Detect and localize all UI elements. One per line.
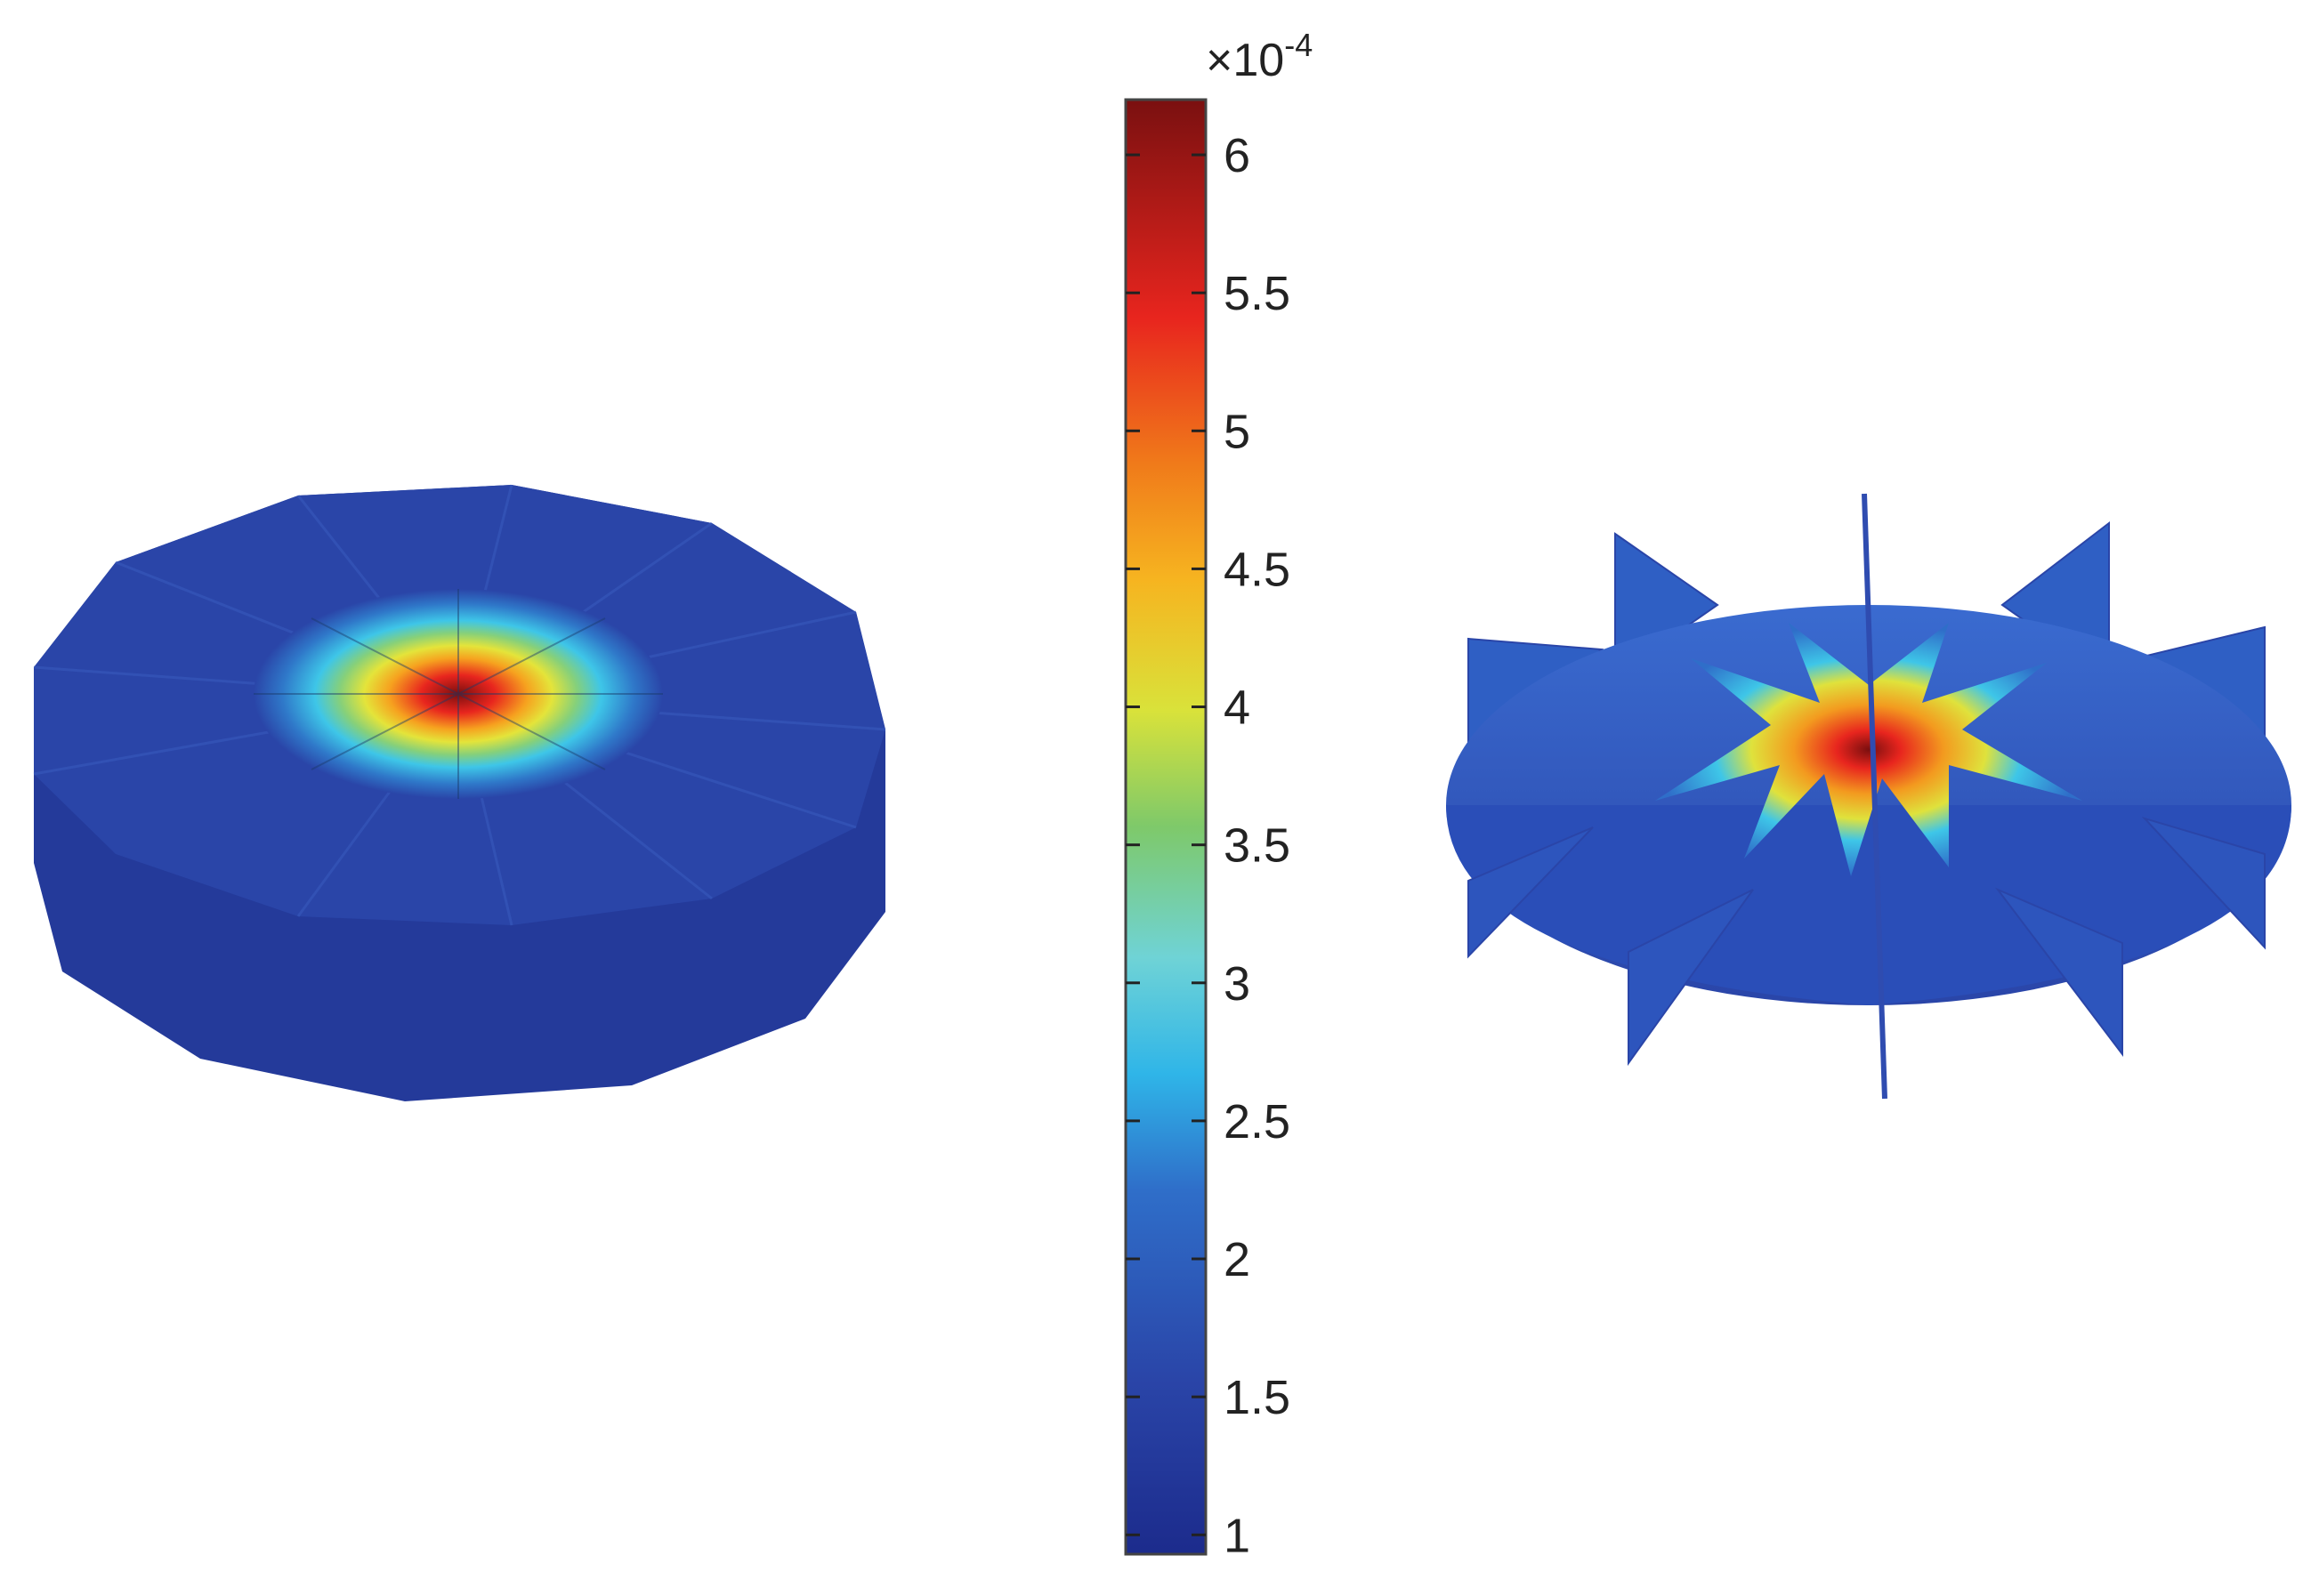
left-hotspot-rays: [254, 589, 663, 799]
colorbar-bar: [1124, 98, 1208, 1556]
left-hotspot: [254, 589, 663, 799]
right-spikes-front: [1467, 817, 2266, 1067]
colorbar-tick-label: 5.5: [1224, 267, 1290, 320]
right-axis-needle: [1862, 493, 1887, 1100]
colorbar-tick-label: 2: [1224, 1233, 1250, 1286]
colorbar-tick-label: 4: [1224, 681, 1250, 735]
colorbar-ticks: 1 1.5 2 2.5 3 3.5 4 4.5 5 5.5 6: [1126, 129, 1290, 1562]
colorbar-tick-label: 1.5: [1224, 1371, 1290, 1424]
right-hot-star: [1655, 623, 2082, 876]
right-star-plot: [1446, 493, 2291, 1100]
colorbar-multiplier: ×10-4: [1206, 27, 1313, 86]
colorbar-tick-label: 4.5: [1224, 543, 1290, 596]
colorbar-tick-label: 5: [1224, 405, 1250, 458]
left-disk-plot: [33, 484, 886, 1101]
colorbar-tick-label: 6: [1224, 129, 1250, 182]
colorbar: 1 1.5 2 2.5 3 3.5 4 4.5 5 5.5 6 ×10-4: [1124, 27, 1313, 1562]
colorbar-tick-label: 1: [1224, 1509, 1250, 1562]
colorbar-tick-label: 3.5: [1224, 819, 1290, 873]
colorbar-tick-label: 3: [1224, 957, 1250, 1011]
colorbar-tick-label: 2.5: [1224, 1095, 1290, 1149]
